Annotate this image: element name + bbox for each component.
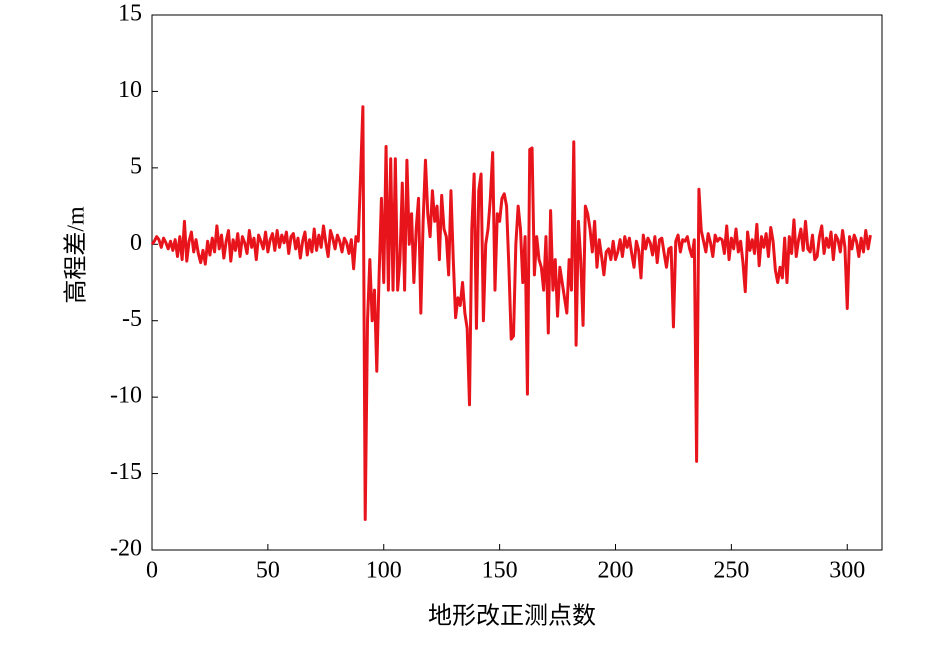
y-tick-label: 15 — [118, 1, 142, 27]
y-tick-label: 10 — [118, 77, 142, 103]
data-line — [150, 105, 872, 521]
x-tick-label: 100 — [366, 558, 402, 584]
x-tick-label: 50 — [256, 558, 280, 584]
y-tick-label: -15 — [110, 459, 142, 485]
x-axis-label: 地形改正测点数 — [428, 603, 596, 630]
y-tick-label: 0 — [130, 230, 142, 256]
x-tick-label: 0 — [146, 558, 158, 584]
y-tick-label: -5 — [122, 306, 142, 332]
y-tick-label: -10 — [110, 383, 142, 409]
x-tick-label: 250 — [713, 558, 749, 584]
x-tick-label: 200 — [597, 558, 633, 584]
y-tick-label: -20 — [110, 536, 142, 562]
y-tick-label: 5 — [130, 153, 142, 179]
x-tick-label: 150 — [482, 558, 518, 584]
plot-frame — [151, 14, 883, 551]
x-tick-label: 300 — [829, 558, 865, 584]
y-axis-label: 高程差/m — [63, 206, 90, 304]
